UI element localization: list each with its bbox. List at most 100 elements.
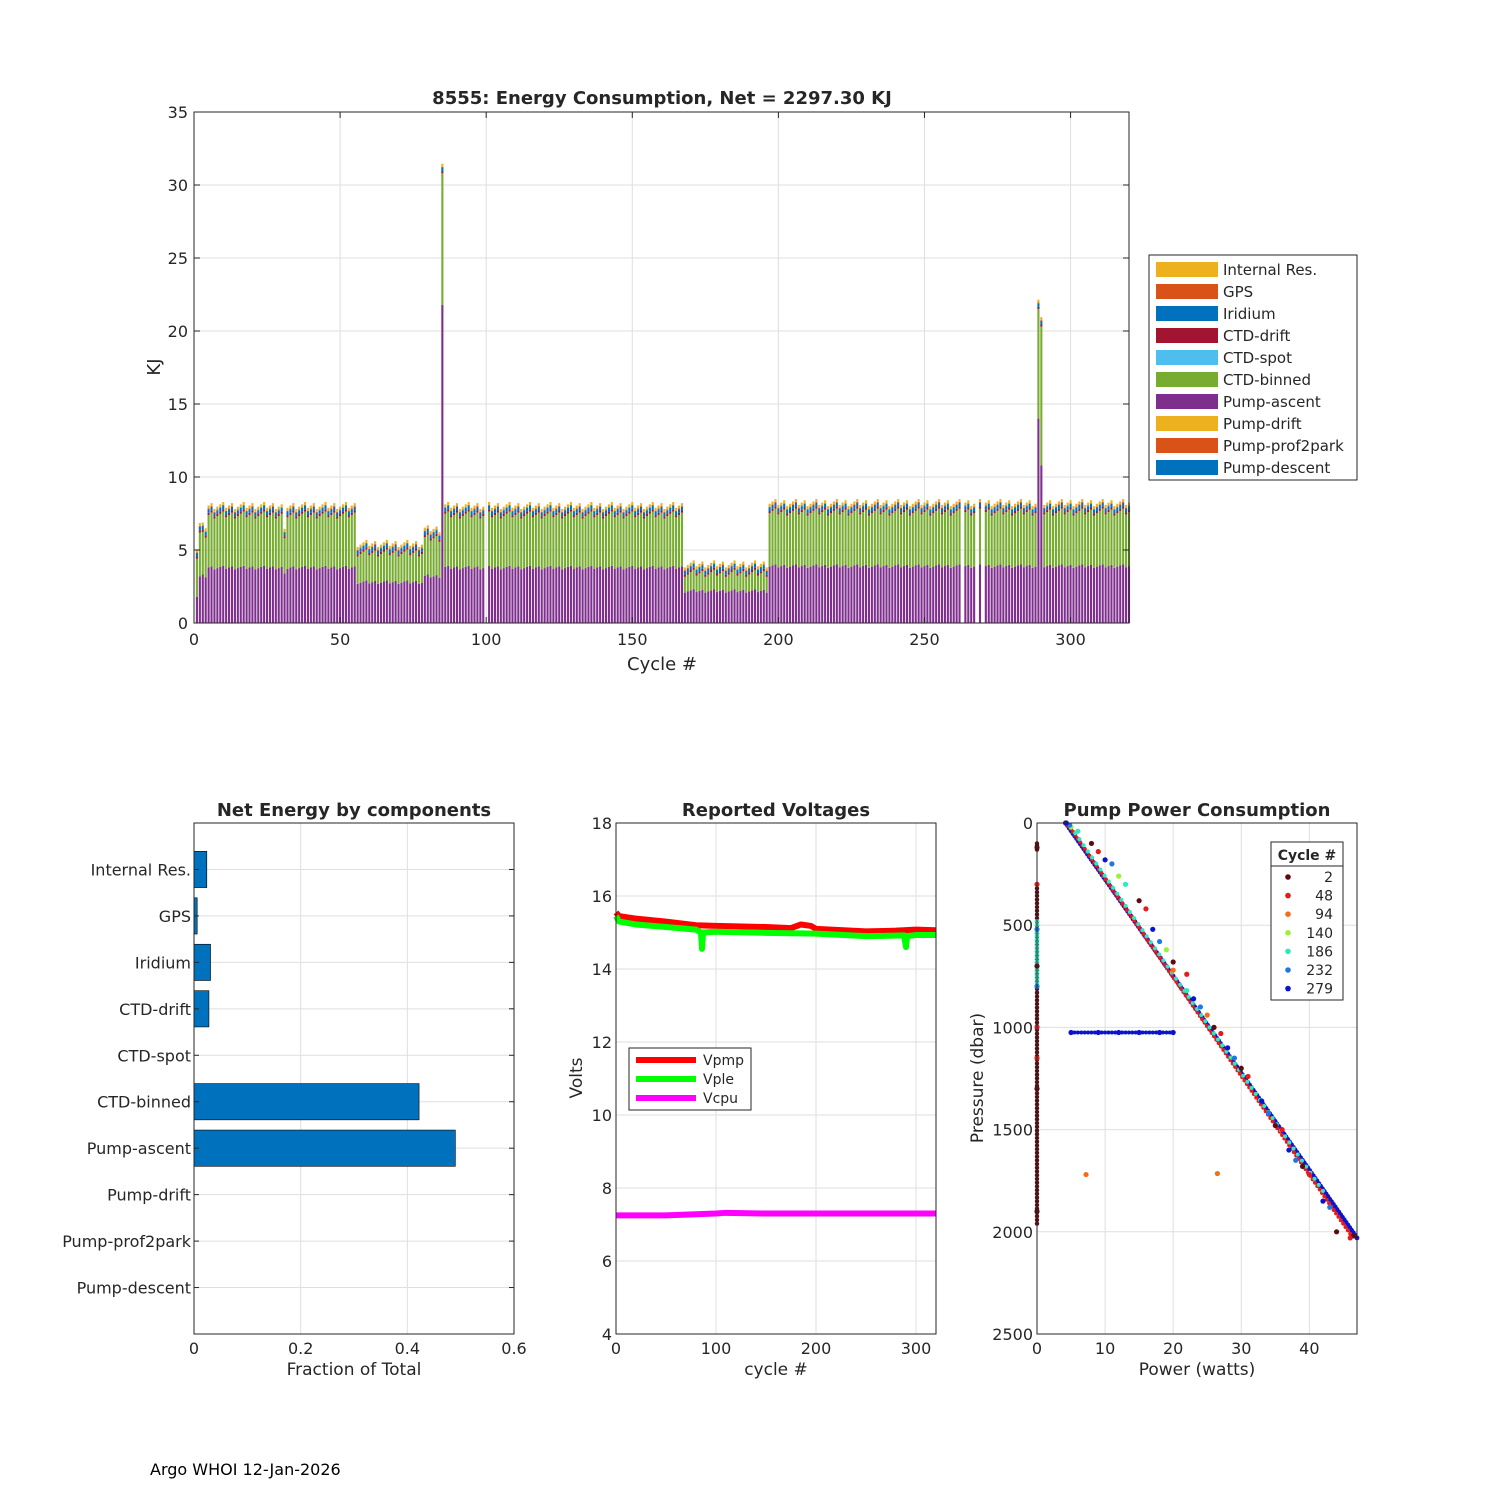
energy-bar-segment (683, 592, 686, 623)
energy-bar-segment (327, 510, 330, 512)
energy-bar-segment (660, 503, 663, 507)
pump-point (1147, 1030, 1152, 1035)
energy-bar-segment (1034, 503, 1037, 507)
energy-bar-segment (236, 516, 239, 569)
energy-bar-segment (1016, 505, 1020, 509)
energy-bar-segment (578, 506, 581, 507)
energy-bar-segment (406, 542, 409, 544)
energy-bar-segment (321, 513, 324, 567)
energy-bar-segment (908, 506, 911, 509)
energy-bar-segment (1008, 509, 1011, 565)
energy-bar-segment (762, 571, 765, 590)
energy-bar-segment (753, 564, 757, 568)
energy-bar-segment (432, 538, 435, 577)
energy-bar-segment (631, 501, 634, 505)
energy-bar-segment (996, 510, 999, 566)
energy-bar-segment (575, 514, 578, 568)
energy-bar-segment (1060, 564, 1063, 623)
energy-bar-segment (432, 528, 435, 532)
energy-bar-segment (593, 517, 596, 569)
energy-bar-segment (1019, 501, 1022, 503)
energy-bar-segment (473, 567, 476, 623)
energy-bar-segment (482, 568, 485, 623)
energy-bar-segment (336, 511, 339, 513)
pump-point (1085, 849, 1090, 854)
energy-bar-segment (692, 563, 695, 565)
energy-bar-segment (938, 506, 941, 509)
energy-bar-segment (452, 509, 456, 513)
energy-bar-segment (713, 569, 716, 590)
energy-bar-segment (391, 543, 394, 547)
energy-bar-segment (923, 502, 926, 506)
energy-bar-segment (815, 564, 818, 623)
energy-bar-segment (426, 532, 429, 535)
energy-bar-segment (987, 503, 990, 508)
energy-bar-segment (315, 569, 318, 623)
energy-bar-segment (751, 562, 754, 566)
energy-bar-segment (660, 566, 663, 623)
energy-bar-segment (707, 574, 710, 592)
energy-bar-segment (228, 512, 231, 515)
energy-bar-segment (683, 576, 686, 593)
energy-bar-segment (929, 515, 932, 568)
energy-bar-segment (458, 516, 461, 519)
pump-legend-box (1270, 841, 1344, 1001)
energy-bar-segment (642, 508, 646, 512)
energy-bar-segment (721, 561, 724, 565)
energy-bar-segment (1116, 507, 1119, 512)
energy-bar-segment (832, 504, 835, 506)
energy-bar-segment (382, 551, 385, 582)
pump-point (1343, 1225, 1348, 1230)
energy-bar-segment (198, 532, 201, 577)
energy-bar-segment (225, 515, 228, 518)
pump-point (1157, 955, 1162, 960)
energy-bar-segment (900, 567, 903, 623)
energy-bar-segment (812, 505, 815, 509)
energy-bar-segment (1060, 508, 1063, 565)
energy-bar-segment (280, 504, 283, 508)
energy-bar-segment (996, 501, 999, 505)
energy-bar-segment (698, 590, 701, 623)
energy-bar-segment (415, 580, 418, 623)
energy-bar-segment (467, 511, 470, 566)
energy-bar-segment (1046, 509, 1049, 513)
pump-point (1090, 855, 1095, 860)
energy-bar-segment (657, 512, 660, 515)
energy-bar-segment (771, 565, 774, 623)
energy-bar-segment (517, 506, 520, 507)
energy-bar-segment (879, 504, 882, 508)
pump-point (1259, 1098, 1265, 1104)
energy-bar-segment (450, 507, 453, 511)
energy-bar-segment (198, 522, 201, 526)
energy-bar-segment (900, 507, 903, 509)
energy-bar-segment (894, 505, 897, 509)
energy-bar-segment (517, 510, 520, 513)
energy-bar-segment (1034, 566, 1037, 623)
pump-legend-label: 2 (1324, 870, 1333, 886)
energy-bar-segment (692, 564, 695, 568)
energy-bar-segment (359, 551, 362, 555)
energy-bar-segment (876, 501, 879, 503)
energy-bar-segment (628, 566, 631, 623)
energy-bar-segment (394, 550, 397, 581)
energy-bar-segment (940, 504, 944, 508)
energy-bar-segment (742, 571, 745, 590)
energy-bar-segment (990, 515, 993, 568)
pump-point (1179, 986, 1184, 991)
pump-point (1144, 934, 1149, 939)
energy-bar-segment (216, 509, 219, 511)
energy-bar-segment (558, 503, 561, 507)
energy-bar-segment (230, 510, 234, 513)
energy-bar-segment (289, 512, 292, 515)
energy-bar-segment (426, 534, 429, 575)
energy-bar-segment (394, 580, 397, 623)
energy-bar-segment (479, 512, 482, 517)
energy-bar-segment (692, 560, 695, 564)
energy-bar-segment (409, 545, 412, 549)
pump-legend-marker (1285, 874, 1291, 880)
energy-bar-segment (704, 574, 707, 577)
energy-bar-segment (362, 545, 365, 550)
energy-bar-segment (423, 534, 426, 538)
